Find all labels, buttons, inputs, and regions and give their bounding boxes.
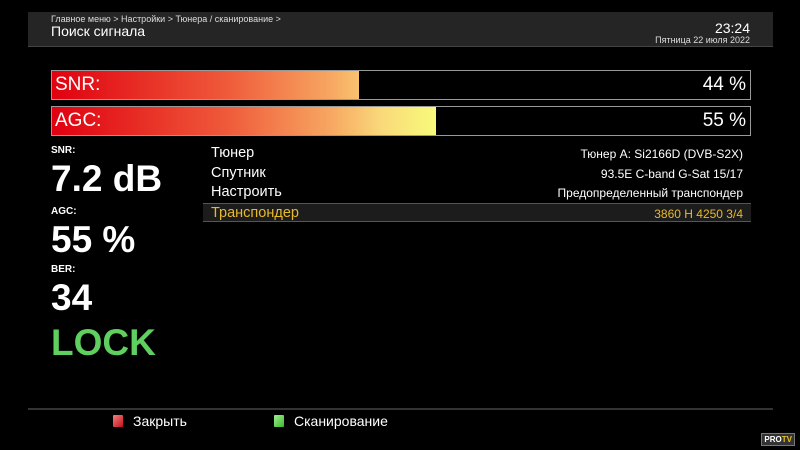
- list-item-key: Настроить: [211, 184, 282, 200]
- footer-divider: [28, 408, 773, 410]
- agc-bar-fill: [52, 107, 436, 135]
- list-item-key: Спутник: [211, 164, 266, 181]
- list-item-value: Предопределенный транспондер: [557, 186, 743, 200]
- scan-button[interactable]: Сканирование: [274, 413, 388, 429]
- date: Пятница 22 июля 2022: [655, 35, 750, 45]
- snr-bar-fill: [52, 71, 360, 99]
- list-item-value: 3860 H 4250 3/4: [654, 206, 743, 221]
- page-title: Поиск сигнала: [51, 23, 146, 39]
- list-item-key: Транспондер: [211, 204, 299, 221]
- settings-list: Тюнер Тюнер A: Si2166D (DVB-S2X) Спутник 9…: [203, 144, 751, 222]
- list-item-value: Тюнер A: Si2166D (DVB-S2X): [580, 147, 744, 161]
- snr-bar-label: SNR:: [55, 74, 101, 95]
- snr-bar: SNR: 44 %: [51, 70, 751, 100]
- snr-label: SNR:: [51, 145, 76, 156]
- agc-value: 55 %: [51, 219, 136, 260]
- list-item-satellite[interactable]: Спутник 93.5E C-band G-Sat 15/17: [203, 164, 751, 184]
- close-button[interactable]: Закрыть: [113, 413, 187, 429]
- snr-bar-value: 44 %: [702, 74, 746, 95]
- ber-value: 34: [51, 277, 93, 318]
- channel-logo: PROTV: [761, 433, 795, 446]
- snr-value: 7.2 dB: [51, 158, 163, 199]
- close-label: Закрыть: [133, 413, 187, 429]
- list-item-tuner[interactable]: Тюнер Тюнер A: Si2166D (DVB-S2X): [203, 144, 751, 164]
- scan-label: Сканирование: [294, 413, 388, 429]
- clock: 23:24: [714, 20, 750, 36]
- agc-label: AGC:: [51, 206, 77, 217]
- header: Главное меню > Настройки > Тюнера / скан…: [28, 12, 773, 47]
- list-item-transponder[interactable]: Транспондер 3860 H 4250 3/4: [203, 202, 751, 222]
- green-key-icon: [274, 415, 284, 427]
- red-key-icon: [113, 415, 123, 427]
- agc-bar-value: 55 %: [702, 110, 746, 131]
- list-item-configure[interactable]: Настроить Предопределенный транспондер: [203, 183, 751, 203]
- ber-label: BER:: [51, 264, 76, 275]
- breadcrumb: Главное меню > Настройки > Тюнера / скан…: [51, 14, 281, 24]
- list-item-key: Тюнер: [211, 145, 255, 161]
- lock-status: LOCK: [51, 322, 156, 363]
- list-item-value: 93.5E C-band G-Sat 15/17: [600, 166, 743, 181]
- agc-bar-label: AGC:: [55, 110, 102, 131]
- agc-bar: AGC: 55 %: [51, 106, 751, 136]
